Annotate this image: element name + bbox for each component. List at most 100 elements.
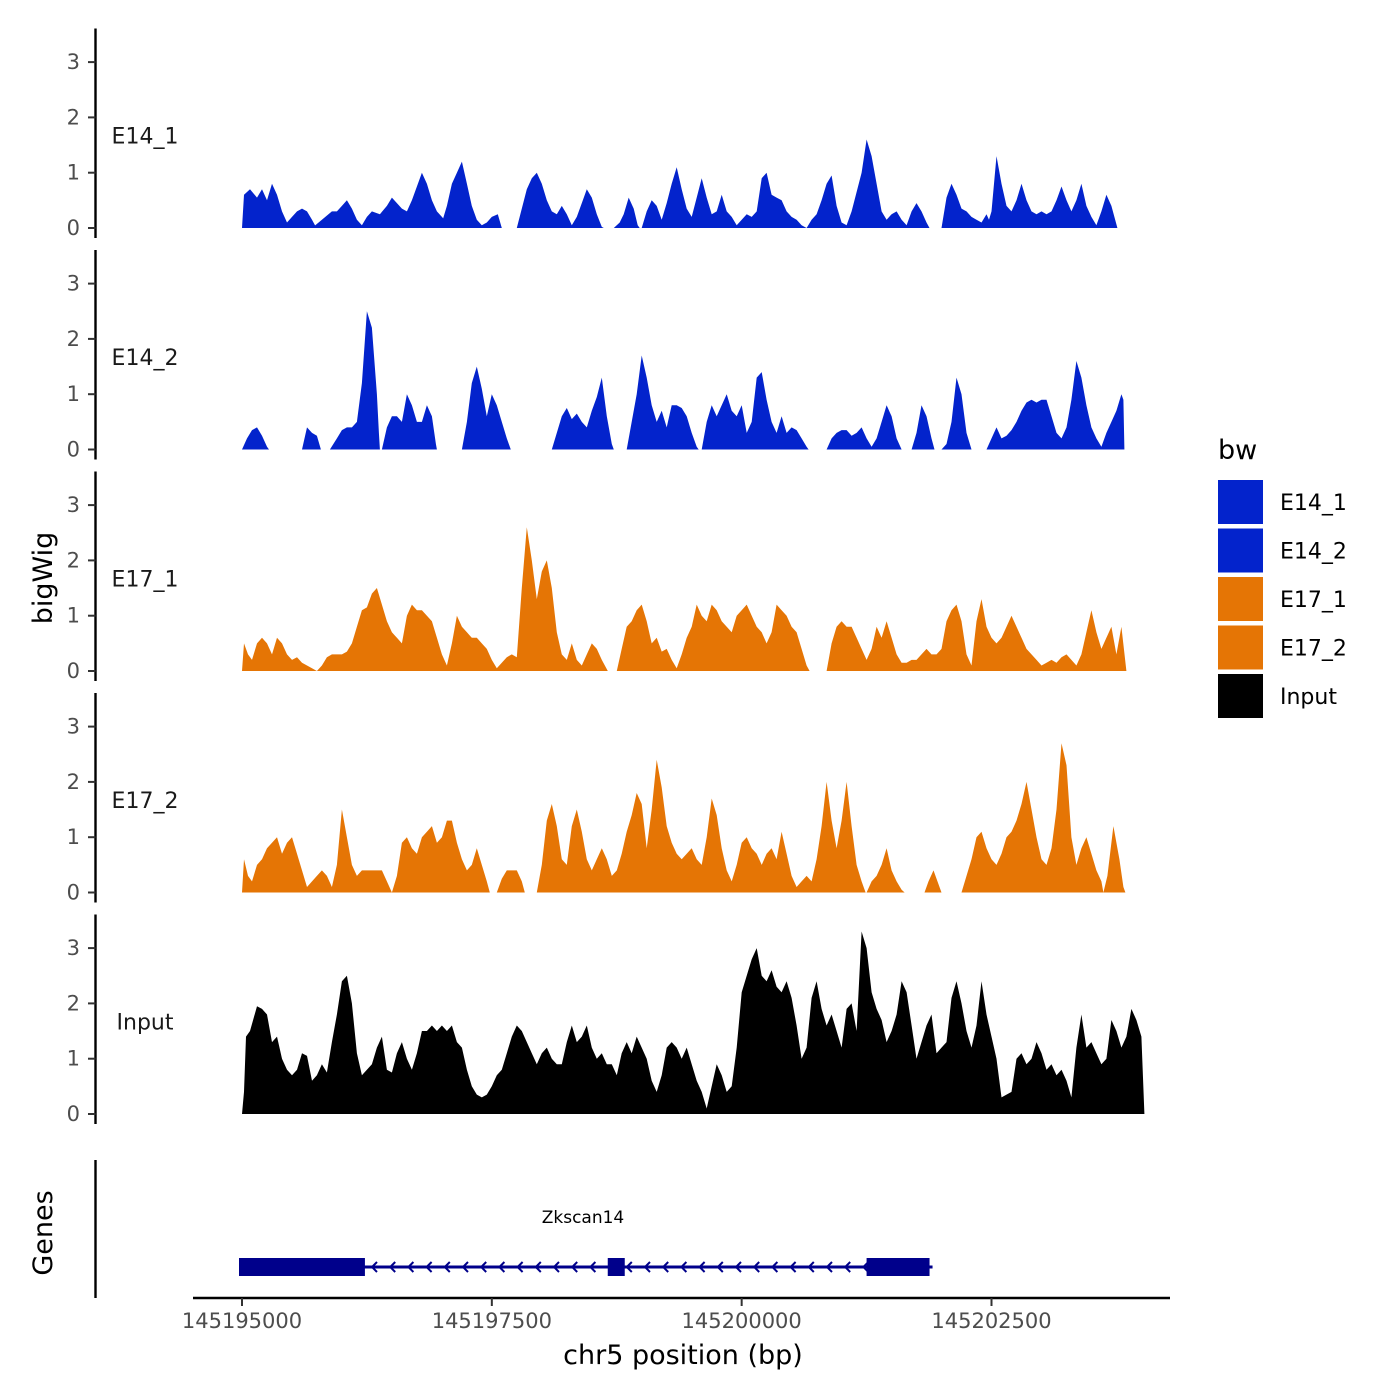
legend-key <box>1218 577 1263 621</box>
track-label: E14_2 <box>112 346 179 371</box>
y-tick-label: 0 <box>67 216 80 240</box>
track-e14-1: 0 1 2 3 E14_1 <box>67 28 1118 240</box>
signal-area <box>961 743 1104 893</box>
signal-area <box>242 183 318 228</box>
signal-area <box>911 405 935 450</box>
strand-arrow <box>698 1261 706 1273</box>
genes-track-title: Genes <box>28 1190 59 1275</box>
x-axis-title: chr5 position (bp) <box>563 1340 803 1371</box>
x-axis: 145195000 145197500 145200000 145202500 <box>182 1296 1170 1333</box>
y-tick-label: 0 <box>67 881 80 905</box>
strand-arrow <box>516 1261 524 1273</box>
legend-label: E17_1 <box>1280 588 1347 613</box>
strand-arrow <box>388 1261 396 1273</box>
signal-tracks: 0 1 2 3 E14_1 0 1 2 3 E14_2 0 1 2 3 E17_1 0 1 2 3 E17_2 0 1 2 3… <box>67 28 1145 1126</box>
strand-arrow <box>588 1261 597 1273</box>
signal-area <box>496 870 525 893</box>
signal-area <box>924 870 942 893</box>
y-tick-label: 0 <box>67 438 80 462</box>
signal-area <box>551 377 614 450</box>
legend: bw E14_1 E14_2 E17_1 E17_2 Input <box>1218 435 1347 718</box>
signal-area <box>302 427 321 450</box>
signal-area <box>381 394 437 450</box>
y-tick-label: 1 <box>67 1047 80 1071</box>
signal-area <box>941 183 997 228</box>
strand-arrow <box>661 1261 669 1273</box>
y-tick-label: 2 <box>67 770 80 794</box>
gene-track: Zkscan14 <box>94 1160 933 1298</box>
strand-arrow <box>752 1261 760 1273</box>
y-tick-label: 1 <box>67 604 80 628</box>
y-tick-label: 1 <box>67 161 80 185</box>
signal-area <box>516 172 604 228</box>
signal-area <box>1103 826 1126 893</box>
strand-arrow <box>807 1261 815 1273</box>
y-tick-label: 2 <box>67 327 80 351</box>
signal-area <box>242 931 1145 1114</box>
track-label: E17_1 <box>112 567 179 592</box>
y-tick-label: 2 <box>67 991 80 1015</box>
strand-arrow <box>770 1261 779 1273</box>
strand-arrow <box>643 1261 651 1273</box>
strand-arrow <box>570 1261 578 1273</box>
track-label: Input <box>117 1010 174 1035</box>
gene-exon <box>239 1258 365 1276</box>
strand-arrow <box>552 1261 560 1273</box>
signal-area <box>461 366 511 450</box>
signal-area <box>866 848 905 893</box>
legend-title: bw <box>1218 435 1257 466</box>
y-tick-label: 3 <box>67 272 80 296</box>
y-tick-label: 3 <box>67 936 80 960</box>
y-tick-label: 0 <box>67 1102 80 1126</box>
x-tick-label: 145200000 <box>682 1309 802 1333</box>
signal-area <box>616 604 810 671</box>
legend-label: E17_2 <box>1280 637 1347 662</box>
signal-area <box>242 809 490 893</box>
y-tick-label: 3 <box>67 493 80 517</box>
strand-arrow <box>534 1261 542 1273</box>
strand-arrow <box>443 1261 451 1273</box>
y-tick-label: 0 <box>67 659 80 683</box>
y-tick-label: 2 <box>67 548 80 572</box>
signal-area <box>242 427 269 450</box>
y-axis-title: bigWig <box>28 532 59 625</box>
x-tick-label: 145197500 <box>432 1309 552 1333</box>
signal-area <box>806 139 930 228</box>
signal-area <box>941 377 972 450</box>
y-tick-label: 2 <box>67 105 80 129</box>
signal-area <box>701 372 809 450</box>
y-tick-label: 1 <box>67 825 80 849</box>
strand-arrow <box>479 1261 487 1273</box>
strand-arrow <box>461 1261 469 1273</box>
y-tick-label: 3 <box>67 715 80 739</box>
track-label: E14_1 <box>112 124 179 149</box>
strand-arrow <box>406 1261 415 1273</box>
legend-label: Input <box>1280 685 1337 710</box>
strand-arrow <box>625 1261 633 1273</box>
legend-key <box>1218 528 1263 573</box>
legend-label: E14_1 <box>1280 491 1347 516</box>
signal-area <box>826 599 1127 671</box>
strand-arrow <box>843 1261 851 1273</box>
strand-arrow <box>370 1261 378 1273</box>
track-input: 0 1 2 3 Input <box>67 914 1145 1126</box>
gene-exon <box>866 1258 930 1276</box>
track-e14-2: 0 1 2 3 E14_2 <box>67 249 1125 462</box>
signal-area <box>536 759 866 893</box>
gene-name-label: Zkscan14 <box>542 1208 625 1228</box>
legend-key <box>1218 625 1263 670</box>
signal-area <box>312 172 452 228</box>
x-tick-label: 145195000 <box>182 1309 302 1333</box>
signal-area <box>329 311 380 450</box>
legend-label: E14_2 <box>1280 540 1347 565</box>
signal-area <box>826 405 902 450</box>
strand-arrow <box>425 1261 433 1273</box>
strand-arrow <box>789 1261 797 1273</box>
strand-arrow <box>497 1261 506 1273</box>
signal-area <box>436 161 502 228</box>
signal-area <box>986 361 1125 450</box>
signal-area <box>626 355 699 450</box>
track-e17-1: 0 1 2 3 E17_1 <box>67 471 1127 683</box>
strand-arrow <box>679 1261 688 1273</box>
